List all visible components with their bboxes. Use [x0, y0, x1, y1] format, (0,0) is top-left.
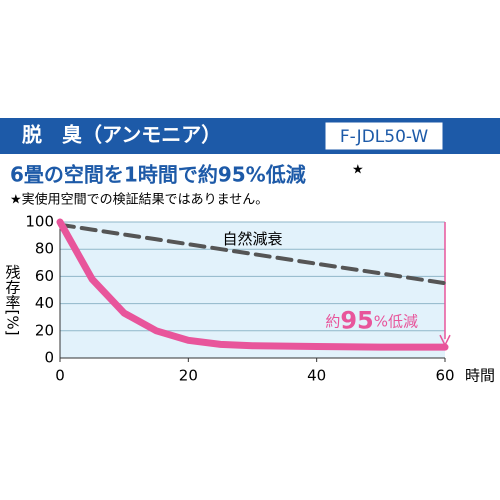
- chart-title: 6畳の空間を1時間で約95%低減: [10, 163, 306, 187]
- x-tick-label: 20: [179, 367, 198, 385]
- reduction-label-part: 95: [340, 306, 373, 334]
- legend-label: 自然減衰: [222, 230, 282, 248]
- model: F-JDL50-W: [340, 127, 429, 147]
- series-line: [58, 222, 447, 286]
- reduction-label-part: %低減: [374, 312, 418, 330]
- title-mark: ★: [352, 163, 364, 178]
- header-title: 脱 臭（アンモニア）: [22, 123, 221, 147]
- y-tick-label: 100: [25, 213, 54, 231]
- reduction-label-part: 約: [325, 312, 340, 330]
- y-tick-label: 0: [44, 349, 54, 367]
- model-box: [324, 121, 444, 151]
- x-tick-label: 60: [435, 367, 454, 385]
- y-tick-label: 20: [35, 321, 54, 339]
- x-tick-label: 0: [55, 367, 65, 385]
- series-line: [56, 218, 449, 351]
- reduction-label: 約95%低減: [325, 306, 418, 334]
- x-tick-label: 40: [307, 367, 326, 385]
- y-label: 残存率[%]: [4, 265, 22, 336]
- y-tick-label: 60: [35, 267, 54, 285]
- x-label: 時間: [465, 367, 495, 385]
- y-tick-label: 80: [35, 240, 54, 258]
- y-tick-label: 40: [35, 294, 54, 312]
- note: ★実使用空間での検証結果ではありません。: [10, 192, 268, 208]
- plot-area: [60, 222, 445, 358]
